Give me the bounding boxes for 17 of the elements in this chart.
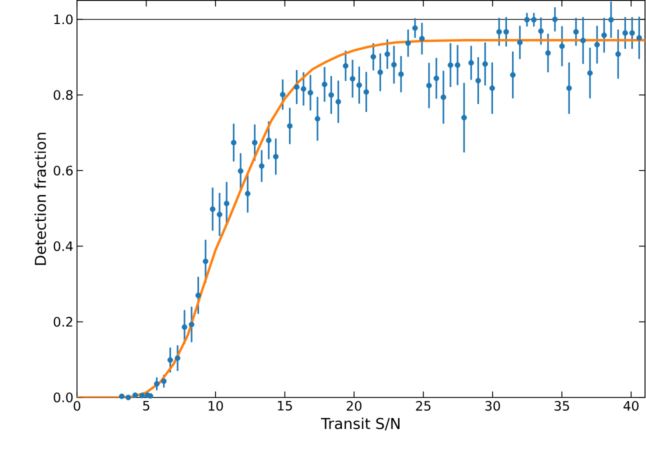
x-tick-label: 25 (416, 400, 430, 411)
y-tick-label: 1.0 (54, 14, 73, 24)
y-tick-label: 0.0 (54, 392, 73, 402)
y-tick-label: 0.4 (54, 241, 73, 251)
x-tick-label: 20 (346, 400, 362, 411)
x-tick-label: 10 (208, 400, 223, 411)
y-tick-label: 0.2 (54, 316, 72, 327)
y-tick-label: 0.8 (54, 90, 73, 100)
x-tick-label: 5 (143, 400, 150, 410)
x-tick-label: 0 (74, 400, 80, 411)
x-tick-label: 40 (624, 400, 639, 411)
x-axis-title: Transit S/N (320, 417, 400, 430)
x-tick-label: 30 (485, 400, 500, 411)
x-tick-label: 35 (554, 400, 569, 411)
x-tick-label: 15 (278, 400, 292, 410)
y-tick-label: 0.6 (54, 165, 73, 176)
y-axis-title: Detection fraction (34, 132, 46, 265)
